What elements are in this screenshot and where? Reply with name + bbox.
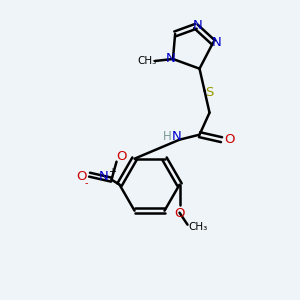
Text: +: + [109, 167, 116, 177]
Text: O: O [224, 133, 235, 146]
Text: N: N [166, 52, 176, 65]
Text: CH₃: CH₃ [137, 56, 157, 66]
Text: O: O [116, 150, 127, 163]
Text: O: O [174, 207, 185, 220]
Text: N: N [193, 19, 203, 32]
Text: N: N [212, 36, 221, 49]
Text: O: O [76, 170, 87, 183]
Text: S: S [205, 86, 214, 99]
Text: -: - [85, 178, 88, 188]
Text: CH₃: CH₃ [188, 222, 207, 232]
Text: N: N [172, 130, 182, 143]
Text: H: H [163, 130, 172, 143]
Text: N: N [99, 170, 108, 183]
